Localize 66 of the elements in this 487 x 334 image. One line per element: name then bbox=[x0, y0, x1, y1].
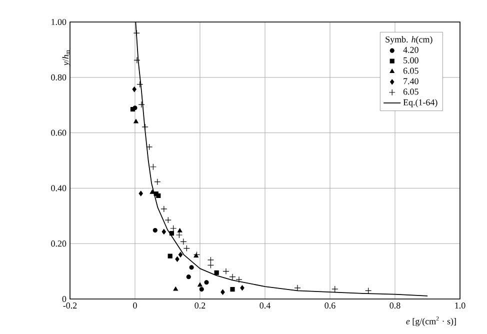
legend-label: 4.20 bbox=[403, 46, 418, 53]
x-tick-label: 0.6 bbox=[324, 302, 336, 309]
point bbox=[160, 206, 168, 212]
x-tick-label: 0.4 bbox=[260, 302, 270, 309]
point bbox=[170, 225, 177, 232]
point bbox=[136, 81, 144, 88]
legend-label: 6.05 bbox=[403, 68, 418, 74]
point bbox=[230, 287, 235, 292]
point bbox=[138, 101, 145, 108]
point bbox=[240, 285, 244, 291]
point bbox=[207, 262, 214, 268]
point bbox=[220, 289, 225, 295]
point bbox=[154, 191, 158, 196]
point bbox=[207, 256, 214, 264]
point bbox=[164, 216, 172, 224]
y-tick-label: 1.00 bbox=[52, 18, 66, 26]
point bbox=[199, 287, 204, 292]
point bbox=[134, 56, 140, 64]
y-axis-title: y/h$_{m}$ bbox=[62, 50, 70, 66]
point bbox=[204, 280, 209, 285]
legend-label: Eq.(1-64) bbox=[403, 99, 438, 108]
point bbox=[146, 144, 153, 150]
x-tick-label: 0.8 bbox=[390, 302, 400, 309]
y-tick-label: 0.40 bbox=[51, 185, 66, 192]
point bbox=[132, 86, 136, 92]
legend-label: 6.05 bbox=[403, 88, 418, 95]
point bbox=[183, 245, 190, 252]
x-tick-label: 1.0 bbox=[455, 302, 466, 309]
point bbox=[162, 228, 166, 234]
point bbox=[365, 287, 372, 294]
point bbox=[178, 252, 183, 258]
y-tick-label: 0.20 bbox=[51, 240, 66, 247]
point bbox=[236, 276, 242, 283]
point bbox=[173, 286, 178, 291]
point bbox=[152, 228, 158, 233]
legend-label: 7.40 bbox=[404, 78, 418, 84]
point bbox=[150, 164, 156, 170]
point bbox=[222, 268, 230, 275]
point bbox=[138, 190, 143, 196]
point bbox=[130, 106, 136, 112]
point bbox=[198, 282, 202, 287]
point bbox=[186, 274, 191, 280]
point bbox=[332, 286, 338, 292]
point bbox=[175, 256, 180, 262]
point bbox=[229, 274, 236, 280]
point bbox=[294, 284, 301, 292]
y-tick-label: 0.60 bbox=[51, 130, 66, 136]
legend-title: Symb. h(cm) bbox=[386, 36, 432, 44]
point bbox=[180, 238, 187, 245]
point bbox=[176, 232, 182, 238]
x-axis-title: e [g/(cm$^{2}$ · s)] bbox=[406, 316, 456, 326]
point bbox=[154, 178, 161, 186]
x-tick-label: -0.2 bbox=[63, 302, 77, 309]
y-tick-label: 0.80 bbox=[51, 74, 66, 80]
y-tick-label: 0 bbox=[62, 296, 66, 302]
point bbox=[189, 265, 194, 270]
point bbox=[142, 124, 148, 130]
legend-label: 5.00 bbox=[404, 57, 418, 64]
point bbox=[168, 254, 172, 258]
point bbox=[214, 270, 219, 275]
point bbox=[177, 228, 182, 232]
point bbox=[169, 231, 174, 236]
x-tick-label: 0.2 bbox=[194, 302, 206, 309]
point bbox=[133, 30, 140, 36]
x-tick-label: 0 bbox=[133, 302, 137, 309]
point bbox=[134, 119, 138, 124]
